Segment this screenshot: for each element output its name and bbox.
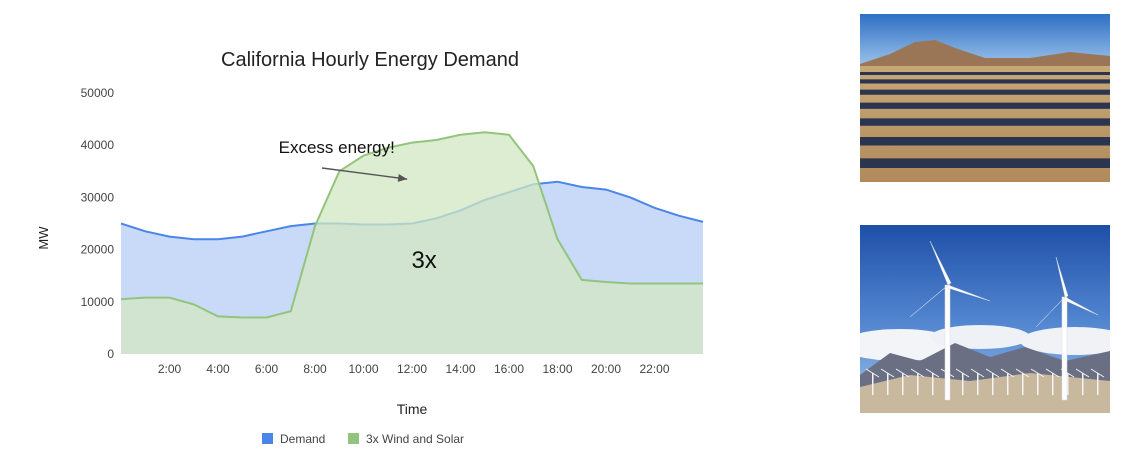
y-tick-label: 30000	[81, 190, 115, 204]
y-tick-label: 50000	[81, 86, 115, 100]
y-axis-label: MW	[36, 226, 51, 250]
small-turbine-blade	[970, 368, 985, 378]
small-turbine	[1022, 373, 1024, 395]
x-tick-label: 14:00	[445, 362, 475, 376]
small-turbine	[887, 373, 889, 395]
solar-panel-row	[860, 158, 1110, 168]
small-turbine	[1037, 373, 1039, 395]
chart-title: California Hourly Energy Demand	[221, 49, 519, 71]
small-turbine-blade	[1015, 368, 1030, 378]
annotation-3x: 3x	[411, 247, 436, 274]
y-tick-label: 40000	[81, 138, 115, 152]
legend-swatch-demand	[262, 433, 273, 444]
small-turbine	[1097, 373, 1099, 395]
series-area-3x-wind-and-solar	[121, 132, 703, 354]
small-turbine	[902, 373, 904, 395]
y-tick-label: 10000	[81, 295, 115, 309]
series-layer	[120, 131, 704, 354]
solar-panel-row	[860, 137, 1110, 146]
x-tick-label: 6:00	[255, 362, 279, 376]
annotation-arrow-line	[321, 167, 408, 180]
small-turbine-blade	[925, 368, 940, 378]
small-turbine	[1052, 373, 1054, 395]
legend-label-demand: Demand	[280, 432, 325, 446]
small-turbine	[917, 373, 919, 395]
solar-panel-row	[860, 89, 1110, 95]
small-turbine-blade	[1090, 368, 1105, 378]
small-turbine-blade	[880, 368, 895, 378]
small-turbine	[962, 373, 964, 395]
small-turbine-blade	[895, 368, 910, 378]
x-tick-labels: 2:00 4:00 6:00 8:00 10:00 12:00 14:00 16:00 18:0…	[158, 362, 670, 376]
small-turbine	[1082, 373, 1084, 395]
x-tick-label: 8:00	[303, 362, 327, 376]
y-tick-label: 20000	[81, 243, 115, 257]
small-turbine-blade	[985, 368, 1000, 378]
x-tick-label: 18:00	[542, 362, 572, 376]
annotation-excess-energy: Excess energy!	[279, 138, 395, 157]
x-axis-label: Time	[397, 401, 428, 417]
small-turbine-blade	[1045, 368, 1060, 378]
x-tick-label: 22:00	[639, 362, 669, 376]
small-turbine-blade	[955, 368, 970, 378]
legend-label-3x-wind-and-solar: 3x Wind and Solar	[366, 432, 464, 446]
x-tick-label: 12:00	[397, 362, 427, 376]
annotation-arrow-head	[397, 173, 408, 182]
legend-swatch-3x-wind-and-solar	[348, 433, 359, 444]
small-turbine-blade	[865, 368, 880, 378]
solar-panel-row	[860, 79, 1110, 84]
series-line-3x-wind-and-solar	[120, 131, 703, 319]
small-turbine	[872, 373, 874, 395]
y-tick-label: 0	[107, 347, 114, 361]
legend: Demand 3x Wind and Solar	[262, 432, 464, 446]
solar-farm-photo	[860, 14, 1110, 182]
small-turbine-blade	[1075, 368, 1090, 378]
small-turbine-blade	[910, 368, 925, 378]
solar-panel-row	[860, 102, 1110, 109]
x-tick-label: 16:00	[494, 362, 524, 376]
x-tick-label: 10:00	[348, 362, 378, 376]
y-tick-labels: 0 10000 20000 30000 40000 50000	[81, 86, 115, 361]
small-turbine	[1007, 373, 1009, 395]
x-tick-label: 20:00	[591, 362, 621, 376]
small-turbine	[932, 373, 934, 395]
small-turbine	[1067, 373, 1069, 395]
small-turbine-blade	[1000, 368, 1015, 378]
chart: California Hourly Energy Demand MW Time …	[36, 49, 704, 446]
x-tick-label: 4:00	[206, 362, 230, 376]
annotation-layer: Excess energy! 3x	[279, 138, 437, 274]
x-tick-label: 2:00	[158, 362, 182, 376]
wind-farm-photo	[860, 225, 1110, 413]
solar-panel-row	[860, 118, 1110, 126]
small-turbine-blade	[1030, 368, 1045, 378]
solar-panel-row	[860, 72, 1110, 75]
small-turbine	[992, 373, 994, 395]
small-turbine	[977, 373, 979, 395]
